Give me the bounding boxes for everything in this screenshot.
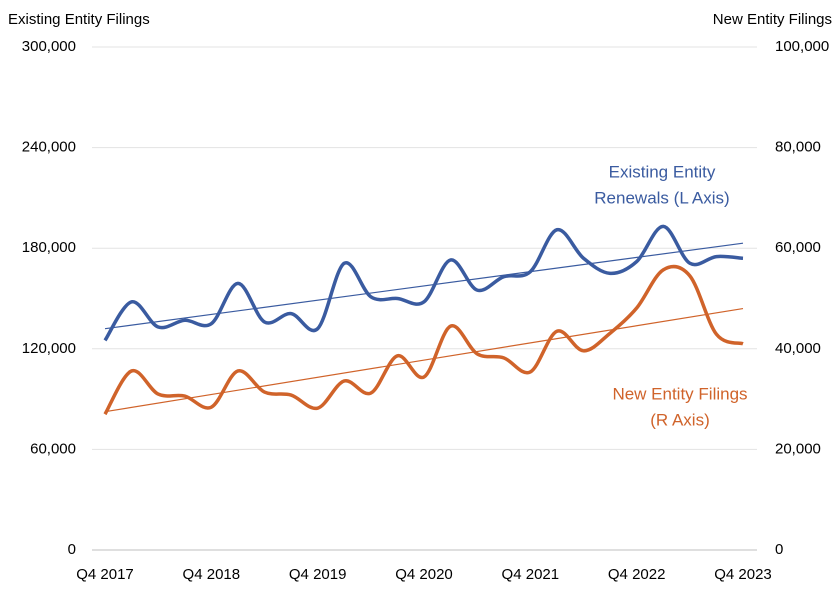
y2-tick-label: 100,000 bbox=[775, 38, 829, 55]
y-tick-label: 60,000 bbox=[30, 440, 76, 457]
x-tick-label: Q4 2019 bbox=[289, 566, 347, 583]
y2-tick-label: 60,000 bbox=[775, 239, 821, 256]
y2-tick-label: 80,000 bbox=[775, 139, 821, 156]
y-tick-label: 240,000 bbox=[22, 139, 76, 156]
y-tick-label: 180,000 bbox=[22, 239, 76, 256]
y-tick-label: 120,000 bbox=[22, 340, 76, 357]
series-line bbox=[103, 264, 744, 416]
y2-tick-label: 0 bbox=[775, 541, 783, 558]
x-tick-label: Q4 2018 bbox=[183, 566, 241, 583]
x-tick-label: Q4 2023 bbox=[714, 566, 772, 583]
annotation: Renewals (L Axis) bbox=[594, 188, 729, 207]
annotation: Existing Entity bbox=[609, 162, 716, 181]
y-tick-label: 0 bbox=[68, 541, 76, 558]
y-axis-title: Existing Entity Filings bbox=[8, 11, 150, 28]
trend-line bbox=[104, 307, 744, 413]
x-tick-label: Q4 2017 bbox=[76, 566, 134, 583]
y-tick-label: 300,000 bbox=[22, 38, 76, 55]
x-tick-label: Q4 2020 bbox=[395, 566, 453, 583]
annotation: New Entity Filings bbox=[612, 384, 747, 403]
y2-tick-label: 40,000 bbox=[775, 340, 821, 357]
trend-line bbox=[104, 242, 744, 330]
y2-tick-label: 20,000 bbox=[775, 440, 821, 457]
y2-axis-title: New Entity Filings bbox=[713, 11, 832, 28]
series-line bbox=[103, 224, 744, 342]
annotation: (R Axis) bbox=[650, 410, 710, 429]
x-tick-label: Q4 2022 bbox=[608, 566, 666, 583]
x-tick-label: Q4 2021 bbox=[502, 566, 560, 583]
